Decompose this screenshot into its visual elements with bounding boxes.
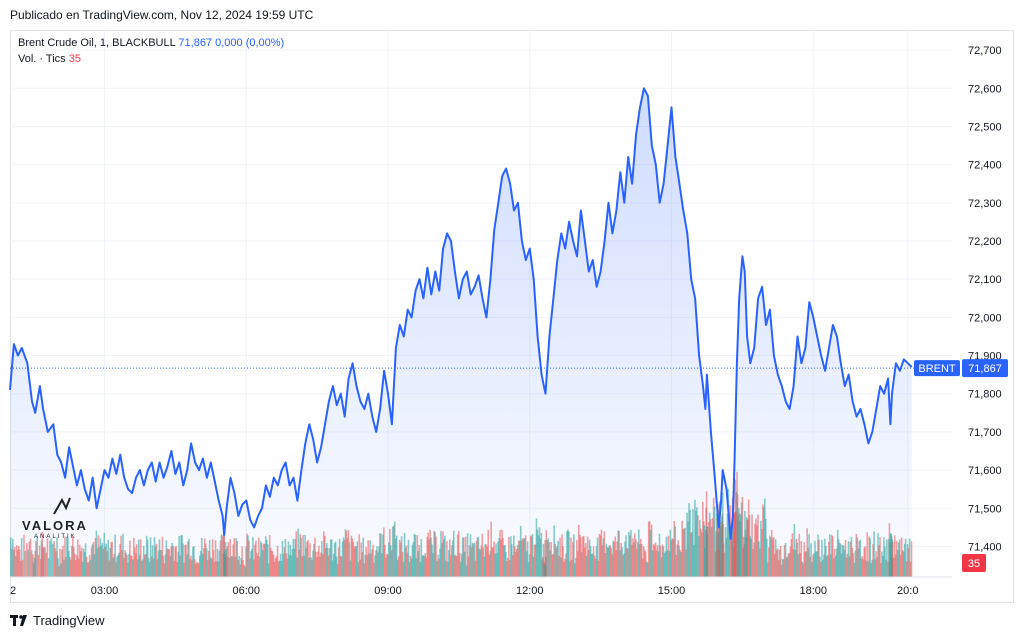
volume-badge: [962, 554, 986, 572]
instrument-label: Brent Crude Oil, 1, BLACKBULL: [18, 37, 176, 49]
axes: 71,40071,50071,60071,70071,80071,90072,0…: [10, 45, 1002, 597]
x-tick-label: 06:00: [232, 585, 260, 597]
x-tick-label: 09:00: [374, 585, 402, 597]
y-tick-label: 71,700: [968, 427, 1002, 439]
published-timestamp: Publicado en TradingView.com, Nov 12, 20…: [10, 8, 314, 22]
y-tick-label: 71,600: [968, 465, 1002, 477]
y-tick-label: 72,600: [968, 83, 1002, 95]
x-tick-label: 2: [10, 585, 16, 597]
legend-row-main: Brent Crude Oil, 1, BLACKBULL 71,867 0,0…: [18, 35, 284, 51]
price-area-fill: [10, 88, 912, 578]
brand-name: TradingView: [33, 613, 105, 628]
y-tick-label: 72,400: [968, 160, 1002, 172]
watermark-title: VALORA: [22, 518, 88, 533]
y-tick-label: 71,400: [968, 541, 1002, 553]
volume-value: 35: [68, 53, 81, 65]
price-line: [9, 87, 913, 540]
valora-watermark: VALORA ANALITIK: [22, 496, 96, 544]
price-change-value: 0,000 (0,00%): [215, 37, 285, 49]
last-price-value: 71,867: [178, 37, 213, 49]
watermark-subtitle: ANALITIK: [34, 534, 77, 540]
y-tick-label: 72,300: [968, 198, 1002, 210]
x-tick-label: 03:00: [91, 585, 119, 597]
symbol-badge: [914, 360, 960, 377]
tradingview-brand[interactable]: TradingView: [10, 613, 105, 628]
watermark-arrow-icon: [53, 497, 71, 515]
volume-label: Vol. · Tics: [18, 53, 66, 65]
chart-legend: Brent Crude Oil, 1, BLACKBULL 71,867 0,0…: [18, 35, 284, 67]
y-tick-label: 71,500: [968, 503, 1002, 515]
x-tick-label: 15:00: [658, 585, 686, 597]
x-tick-label: 18:00: [799, 585, 827, 597]
price-badges: BRENT 71,867 35: [10, 359, 1008, 572]
symbol-badge-label: BRENT: [918, 363, 956, 375]
y-tick-label: 72,000: [968, 312, 1002, 324]
price-area: [10, 88, 912, 578]
tradingview-logo-icon: [10, 614, 27, 626]
y-tick-label: 72,200: [968, 236, 1002, 248]
y-tick-label: 72,100: [968, 274, 1002, 286]
last-price-badge-label: 71,867: [968, 363, 1002, 375]
y-tick-label: 72,700: [968, 45, 1002, 57]
legend-row-volume: Vol. · Tics 35: [18, 51, 284, 67]
x-tick-label: 20:0: [897, 585, 918, 597]
price-line-group: [9, 87, 913, 540]
y-tick-label: 71,800: [968, 389, 1002, 401]
chart-frame[interactable]: [10, 30, 1014, 603]
x-tick-label: 12:00: [516, 585, 544, 597]
volume-badge-label: 35: [968, 558, 980, 570]
y-tick-label: 72,500: [968, 121, 1002, 133]
last-price-badge: [962, 359, 1008, 378]
